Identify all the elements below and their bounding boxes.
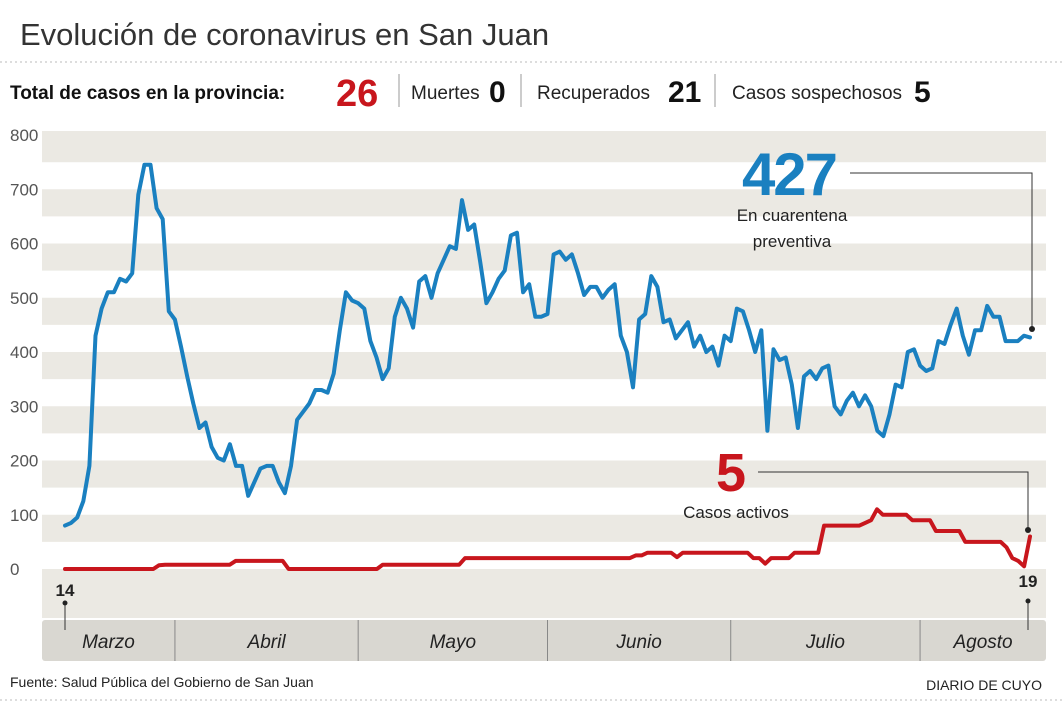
month-label: Marzo (82, 632, 135, 653)
source-note: Fuente: Salud Pública del Gobierno de Sa… (10, 674, 314, 690)
y-tick-label: 800 (10, 126, 38, 145)
plot-band (42, 569, 1046, 618)
month-label: Junio (615, 632, 661, 653)
plot-band (42, 460, 1046, 488)
quarantine-series-line (63, 162, 1032, 528)
active-label: Casos activos (683, 503, 789, 522)
y-tick-label: 200 (10, 452, 38, 471)
plot-band (42, 189, 1046, 217)
plot-bands (42, 131, 1046, 618)
start-day-dot (62, 600, 68, 606)
quarantine-label-1: En cuarentena (737, 206, 848, 225)
y-tick-label: 100 (10, 506, 38, 525)
plot-lines (63, 162, 1032, 571)
recuperados-value: 21 (668, 76, 701, 109)
month-label: Abril (247, 632, 287, 653)
month-label: Agosto (952, 632, 1012, 653)
muertes-label: Muertes (411, 83, 480, 104)
y-tick-label: 300 (10, 397, 38, 416)
y-axis-ticks: 0 100 200 300 400 500 600 700 800 (10, 126, 38, 579)
recuperados-label: Recuperados (537, 83, 650, 104)
start-day-label: 14 (56, 581, 75, 600)
page-title: Evolución de coronavirus en San Juan (20, 17, 549, 52)
quarantine-endpoint-dot (1029, 326, 1035, 332)
month-axis: Marzo Abril Mayo Junio Julio Agosto (42, 620, 1046, 661)
active-endpoint-dot (1025, 527, 1031, 533)
sospechosos-value: 5 (914, 76, 931, 109)
month-label: Julio (805, 632, 845, 653)
total-label: Total de casos en la provincia: (10, 83, 285, 104)
plot-band (42, 352, 1046, 380)
plot-band (42, 243, 1046, 271)
brand-label: DIARIO DE CUYO (926, 677, 1042, 693)
quarantine-label-2: preventiva (753, 232, 832, 251)
end-day-dot (1025, 598, 1031, 604)
plot-band (42, 406, 1046, 434)
y-tick-label: 600 (10, 235, 38, 254)
y-tick-label: 500 (10, 289, 38, 308)
y-tick-label: 700 (10, 180, 38, 199)
quarantine-leader-line (850, 172, 1033, 329)
active-leader-line (758, 471, 1029, 530)
end-day-label: 19 (1019, 572, 1038, 591)
y-tick-label: 0 (10, 560, 19, 579)
active-cases-series-line (63, 507, 1032, 571)
y-tick-label: 400 (10, 343, 38, 362)
plot-band (42, 297, 1046, 325)
month-label: Mayo (430, 632, 476, 653)
active-value: 5 (716, 443, 746, 503)
month-bar-background (42, 620, 1046, 661)
quarantine-value: 427 (742, 141, 836, 208)
plot-band (42, 131, 1046, 163)
muertes-value: 0 (489, 76, 506, 109)
sospechosos-label: Casos sospechosos (732, 83, 902, 104)
plot-band (42, 514, 1046, 542)
total-value: 26 (336, 73, 378, 115)
